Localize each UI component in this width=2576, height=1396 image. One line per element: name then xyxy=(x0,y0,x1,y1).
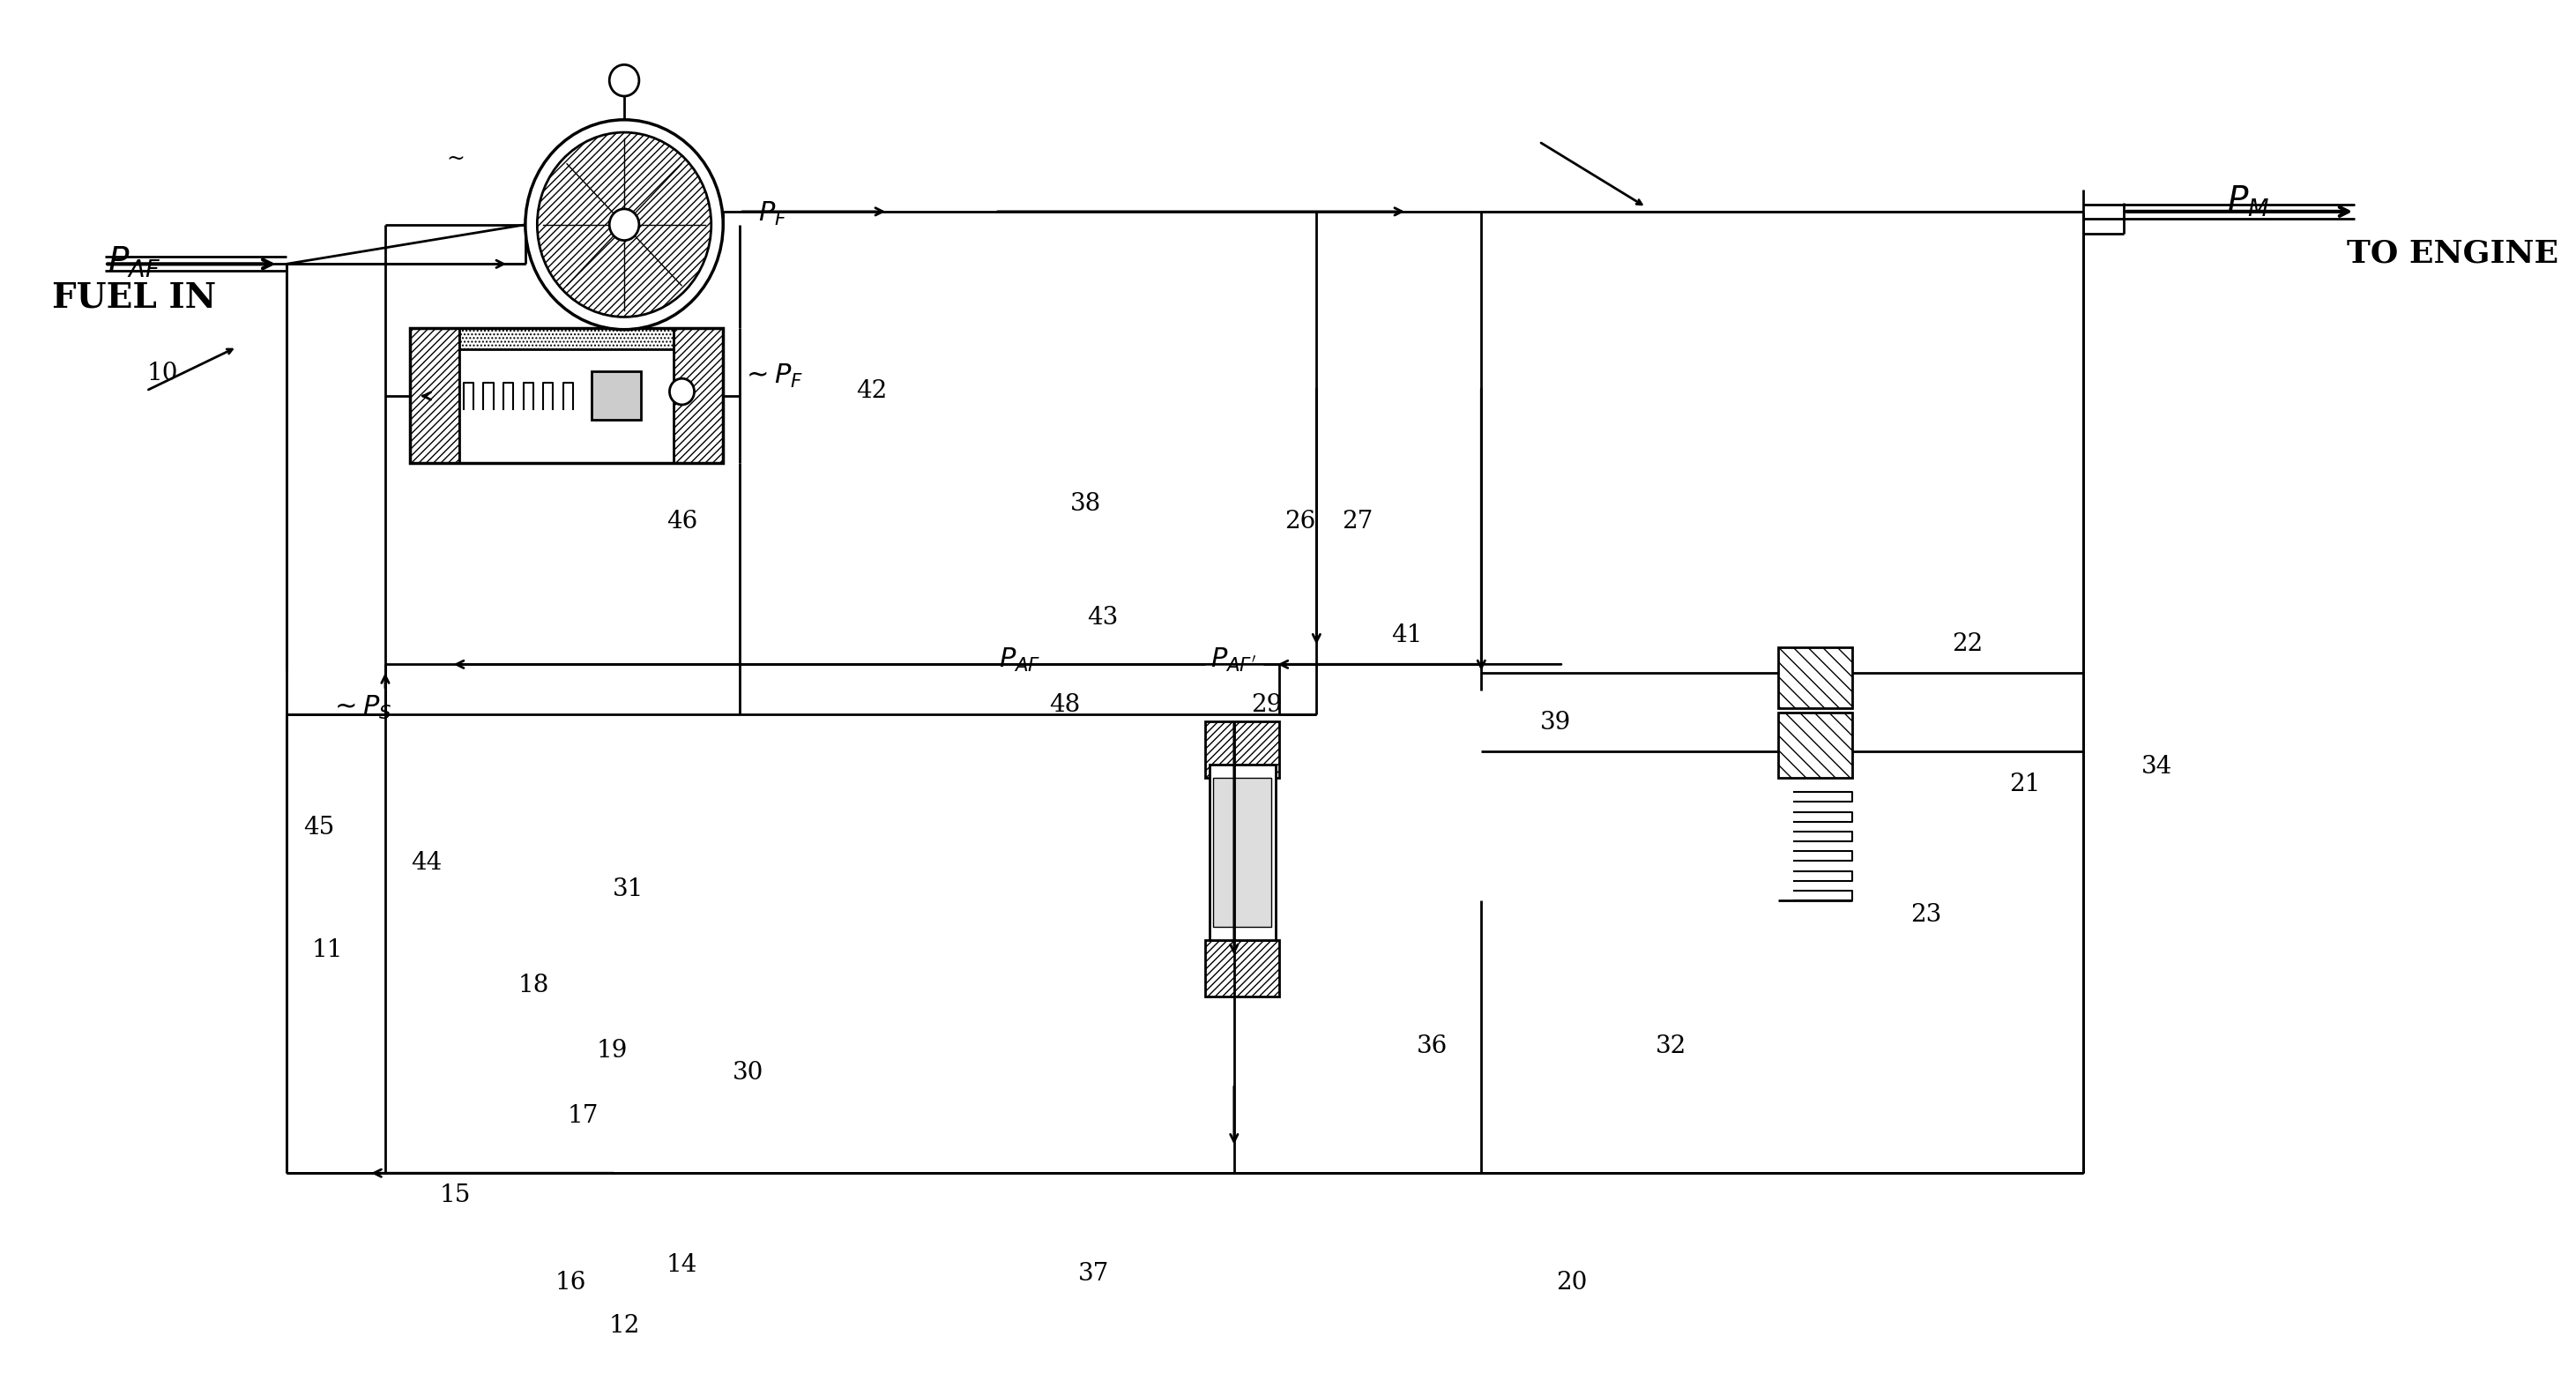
Bar xyxy=(1206,722,1280,778)
Text: 22: 22 xyxy=(1953,632,1984,656)
Bar xyxy=(410,328,724,463)
Text: 19: 19 xyxy=(595,1039,629,1062)
Text: 43: 43 xyxy=(1087,606,1118,630)
Text: 31: 31 xyxy=(613,877,644,900)
Text: $P_{AF'}$: $P_{AF'}$ xyxy=(1211,646,1257,674)
Text: $\sim P_S$: $\sim P_S$ xyxy=(330,694,392,722)
Text: 27: 27 xyxy=(1342,510,1373,533)
Text: 12: 12 xyxy=(608,1314,639,1337)
Text: 32: 32 xyxy=(1656,1034,1687,1058)
Circle shape xyxy=(611,64,639,96)
Text: 37: 37 xyxy=(1079,1262,1110,1286)
Text: $P_{AF}$: $P_{AF}$ xyxy=(999,646,1041,674)
Text: 21: 21 xyxy=(2009,772,2040,796)
Text: 26: 26 xyxy=(1285,510,1316,533)
Text: $P_{AF}$: $P_{AF}$ xyxy=(108,244,160,279)
Bar xyxy=(1777,712,1852,778)
Bar xyxy=(1777,646,1852,708)
Text: ~: ~ xyxy=(446,149,464,169)
Circle shape xyxy=(670,378,696,405)
Bar xyxy=(592,371,641,420)
Text: 39: 39 xyxy=(1540,711,1571,734)
Text: FUEL IN: FUEL IN xyxy=(52,281,216,314)
Text: 20: 20 xyxy=(1556,1270,1587,1294)
Text: 44: 44 xyxy=(412,852,443,875)
Text: 46: 46 xyxy=(667,510,698,533)
Text: $\sim P_F$: $\sim P_F$ xyxy=(742,362,804,389)
Text: 42: 42 xyxy=(855,378,886,402)
Text: TO ENGINE: TO ENGINE xyxy=(2347,239,2558,268)
Text: 30: 30 xyxy=(732,1061,762,1085)
Text: 38: 38 xyxy=(1069,493,1103,517)
Bar xyxy=(1208,765,1275,940)
Bar xyxy=(459,328,675,463)
Text: 45: 45 xyxy=(304,815,335,840)
Text: 17: 17 xyxy=(567,1104,598,1128)
Bar xyxy=(675,328,724,463)
Circle shape xyxy=(526,120,724,329)
Circle shape xyxy=(611,209,639,240)
Bar xyxy=(1206,940,1280,997)
Text: 36: 36 xyxy=(1417,1034,1448,1058)
Text: 10: 10 xyxy=(147,362,178,385)
Text: 23: 23 xyxy=(1911,903,1942,927)
Text: $P_F$: $P_F$ xyxy=(757,201,788,228)
Text: 14: 14 xyxy=(667,1254,698,1277)
Bar xyxy=(410,328,459,463)
Text: $P_M$: $P_M$ xyxy=(2226,184,2269,218)
Text: 16: 16 xyxy=(554,1270,587,1294)
Text: 41: 41 xyxy=(1391,624,1422,648)
Text: 18: 18 xyxy=(518,973,549,997)
Bar xyxy=(459,328,675,349)
Text: 48: 48 xyxy=(1048,694,1082,718)
Text: 34: 34 xyxy=(2141,755,2172,779)
Text: 29: 29 xyxy=(1252,694,1283,718)
Text: 15: 15 xyxy=(440,1182,471,1208)
Bar xyxy=(1213,778,1270,927)
Text: 11: 11 xyxy=(312,938,343,962)
